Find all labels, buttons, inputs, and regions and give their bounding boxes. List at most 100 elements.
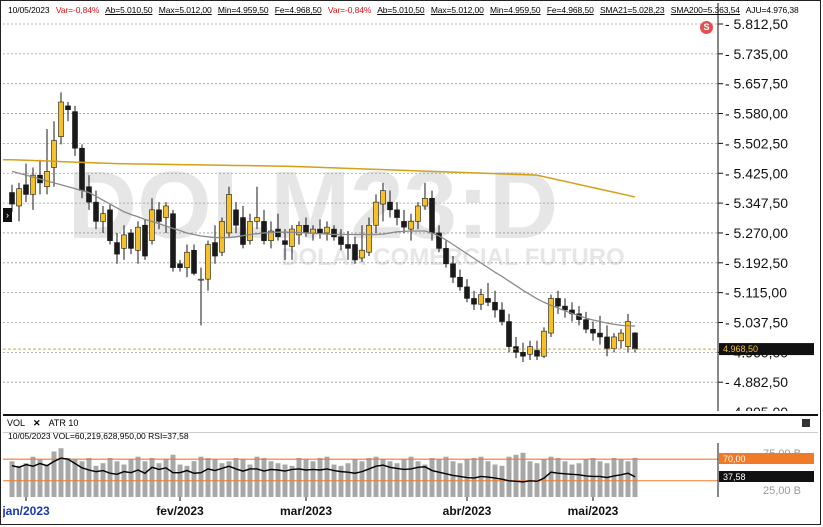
candle-body [16, 188, 22, 207]
candle-body [632, 332, 638, 350]
volume-bar [296, 458, 302, 497]
volume-bar [30, 456, 36, 497]
volume-bar [93, 465, 99, 497]
info-max-2: Max=5.012,00 [430, 5, 484, 15]
candle-body [170, 213, 176, 268]
volume-bar [359, 461, 365, 497]
price-axis: - 5.812,50 - 5.735,00 - 5.657,50 - 5.580,00… [718, 16, 788, 411]
candle-body [485, 298, 491, 303]
volume-bar [583, 459, 589, 497]
candle-body [58, 101, 64, 137]
volume-bar [226, 461, 232, 497]
volume-bar [387, 461, 393, 497]
volume-bar [9, 461, 15, 497]
candle-body [205, 244, 211, 280]
info-min: Min=4.959,50 [217, 5, 269, 15]
y-tick-label: - 5.425,00 [725, 165, 788, 181]
y-tick-label: - 5.502,50 [725, 135, 788, 151]
s-badge-icon[interactable]: S [700, 21, 713, 34]
volume-bar [506, 456, 512, 497]
candle-body [625, 321, 631, 347]
indicator-chart[interactable]: 75,00 B 25,00 B 70,00 37,58 [3, 443, 818, 497]
info-open-2: Ab=5.010,50 [377, 5, 425, 15]
candle-body [443, 248, 449, 265]
volume-bar [156, 463, 162, 497]
candle-body [317, 228, 323, 234]
tab-vol[interactable]: VOL [7, 418, 26, 428]
candle-body [597, 332, 603, 338]
candle-body [100, 213, 106, 222]
close-icon[interactable]: ✕ [33, 418, 41, 428]
volume-bar [408, 456, 414, 497]
candle-body [107, 209, 113, 241]
volume-bar [338, 465, 344, 497]
candle-body [240, 217, 246, 245]
candle-body [219, 221, 225, 253]
candle-body [429, 197, 435, 234]
rsi-value-tag [719, 471, 814, 482]
volume-bar [485, 461, 491, 497]
volume-bar [513, 454, 519, 497]
volume-bar [548, 456, 554, 497]
time-axis: jan/2023 fev/2023 mar/2023 abr/2023 mai/2023 [3, 497, 619, 518]
volume-bar [254, 456, 260, 497]
candle-body [478, 294, 484, 305]
volume-bar [625, 461, 631, 497]
y-tick-label: - 5.735,00 [725, 46, 788, 62]
candle-body [114, 242, 120, 255]
volume-bar [401, 459, 407, 497]
y-tick-label: - 5.580,00 [725, 106, 788, 122]
candle-body [387, 201, 393, 211]
volume-bar [184, 465, 190, 497]
volume-bar [240, 459, 246, 497]
volume-bar [394, 463, 400, 497]
candle-body [527, 346, 533, 355]
candle-body [93, 201, 99, 222]
info-open: Ab=5.010,50 [105, 5, 153, 15]
tab-atr[interactable]: ATR 10 [48, 418, 79, 428]
volume-bar [576, 463, 582, 497]
info-date: 10/05/2023 [8, 5, 50, 15]
candle-body [345, 244, 351, 249]
volume-bar [520, 452, 526, 497]
watermark: DOLM23:D DOLAR COMERCIAL FUTURO [68, 152, 625, 271]
candle-body [296, 224, 302, 236]
volume-bar [450, 461, 456, 497]
volume-bar [128, 459, 134, 497]
price-chart[interactable]: DOLM23:D DOLAR COMERCIAL FUTURO - 5.812,… [3, 3, 818, 411]
volume-bar [415, 461, 421, 497]
volume-bar [499, 465, 505, 497]
volume-bar [135, 456, 141, 497]
volume-bar [562, 461, 568, 497]
current-price-tag [719, 343, 814, 356]
volume-bar [345, 463, 351, 497]
grid-lines [3, 23, 718, 383]
candle-body [142, 224, 148, 257]
volume-bar [191, 461, 197, 497]
candle-body [618, 332, 624, 342]
candle-body [289, 228, 295, 247]
volume-bar [534, 463, 540, 497]
y-tick-label: - 5.192,50 [725, 255, 788, 271]
x-tick-label: jan/2023 [3, 504, 50, 518]
volume-bar [352, 459, 358, 497]
x-tick-label: abr/2023 [443, 504, 492, 518]
volume-bar [163, 459, 169, 497]
candle-body [30, 174, 36, 195]
candle-body [303, 224, 309, 234]
candle-body [506, 321, 512, 347]
candle-body [366, 224, 372, 253]
volume-bar [37, 459, 43, 497]
volume-bar [457, 463, 463, 497]
candle-body [555, 298, 561, 307]
expand-arrow-icon[interactable]: › [3, 208, 12, 222]
volume-bar [324, 456, 330, 497]
volume-bar [170, 454, 176, 497]
info-aju: AJU=4.976,38 [745, 5, 799, 15]
volume-bar [72, 459, 78, 497]
volume-bar [51, 451, 57, 497]
panel-menu-icon[interactable] [802, 419, 810, 427]
x-tick-label: fev/2023 [156, 504, 204, 518]
indicator-info: 10/05/2023 VOL=60,219,628,950,00 RSI=37,… [8, 431, 189, 441]
